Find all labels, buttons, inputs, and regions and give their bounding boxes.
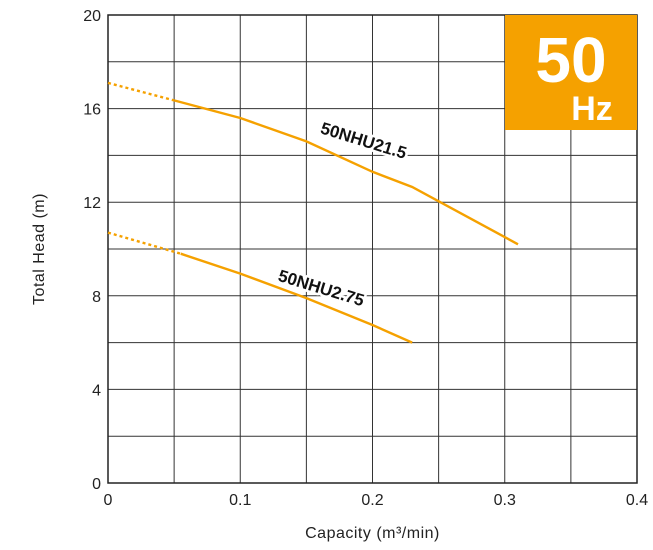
x-tick-label: 0.1 [229, 492, 251, 509]
x-tick-label: 0.3 [494, 492, 516, 509]
frequency-badge-value: 50 [535, 24, 606, 96]
series-line-extrapolated [107, 81, 175, 102]
x-tick-label: 0 [104, 492, 113, 509]
y-axis-label: Total Head (m) [31, 193, 48, 305]
y-tick-label: 0 [92, 476, 101, 493]
series-label: 50NHU21.5 [318, 119, 409, 163]
frequency-badge-unit: Hz [571, 90, 613, 128]
x-tick-label: 0.2 [361, 492, 383, 509]
y-tick-label: 16 [83, 102, 101, 119]
y-tick-label: 12 [83, 195, 101, 212]
x-axis-label: Capacity (m³/min) [305, 525, 440, 542]
y-tick-label: 4 [92, 382, 101, 399]
series-line [173, 99, 519, 246]
frequency-badge: 50 Hz [505, 15, 637, 130]
y-tick-labels: 0 4 8 12 16 20 [83, 8, 101, 493]
plot-frame [107, 14, 638, 484]
series-line [180, 252, 413, 344]
y-tick-label: 8 [92, 289, 101, 306]
frequency-badge-background [505, 15, 637, 130]
x-tick-label: 0.4 [626, 492, 648, 509]
series-line-extrapolated [107, 231, 182, 255]
grid-lines [108, 15, 637, 483]
x-tick-labels: 0 0.1 0.2 0.3 0.4 [104, 492, 649, 509]
y-tick-label: 20 [83, 8, 101, 25]
